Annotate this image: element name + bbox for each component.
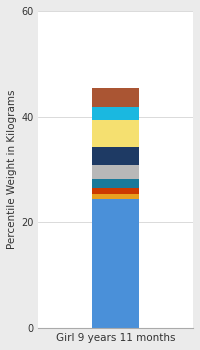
Bar <box>92 194 139 199</box>
Bar <box>92 147 139 165</box>
Bar <box>92 178 139 188</box>
Y-axis label: Percentile Weight in Kilograms: Percentile Weight in Kilograms <box>7 90 17 249</box>
Bar <box>92 199 139 328</box>
Bar <box>92 188 139 194</box>
Bar <box>92 165 139 178</box>
Bar <box>92 107 139 120</box>
Bar <box>92 120 139 147</box>
Bar <box>92 88 139 107</box>
